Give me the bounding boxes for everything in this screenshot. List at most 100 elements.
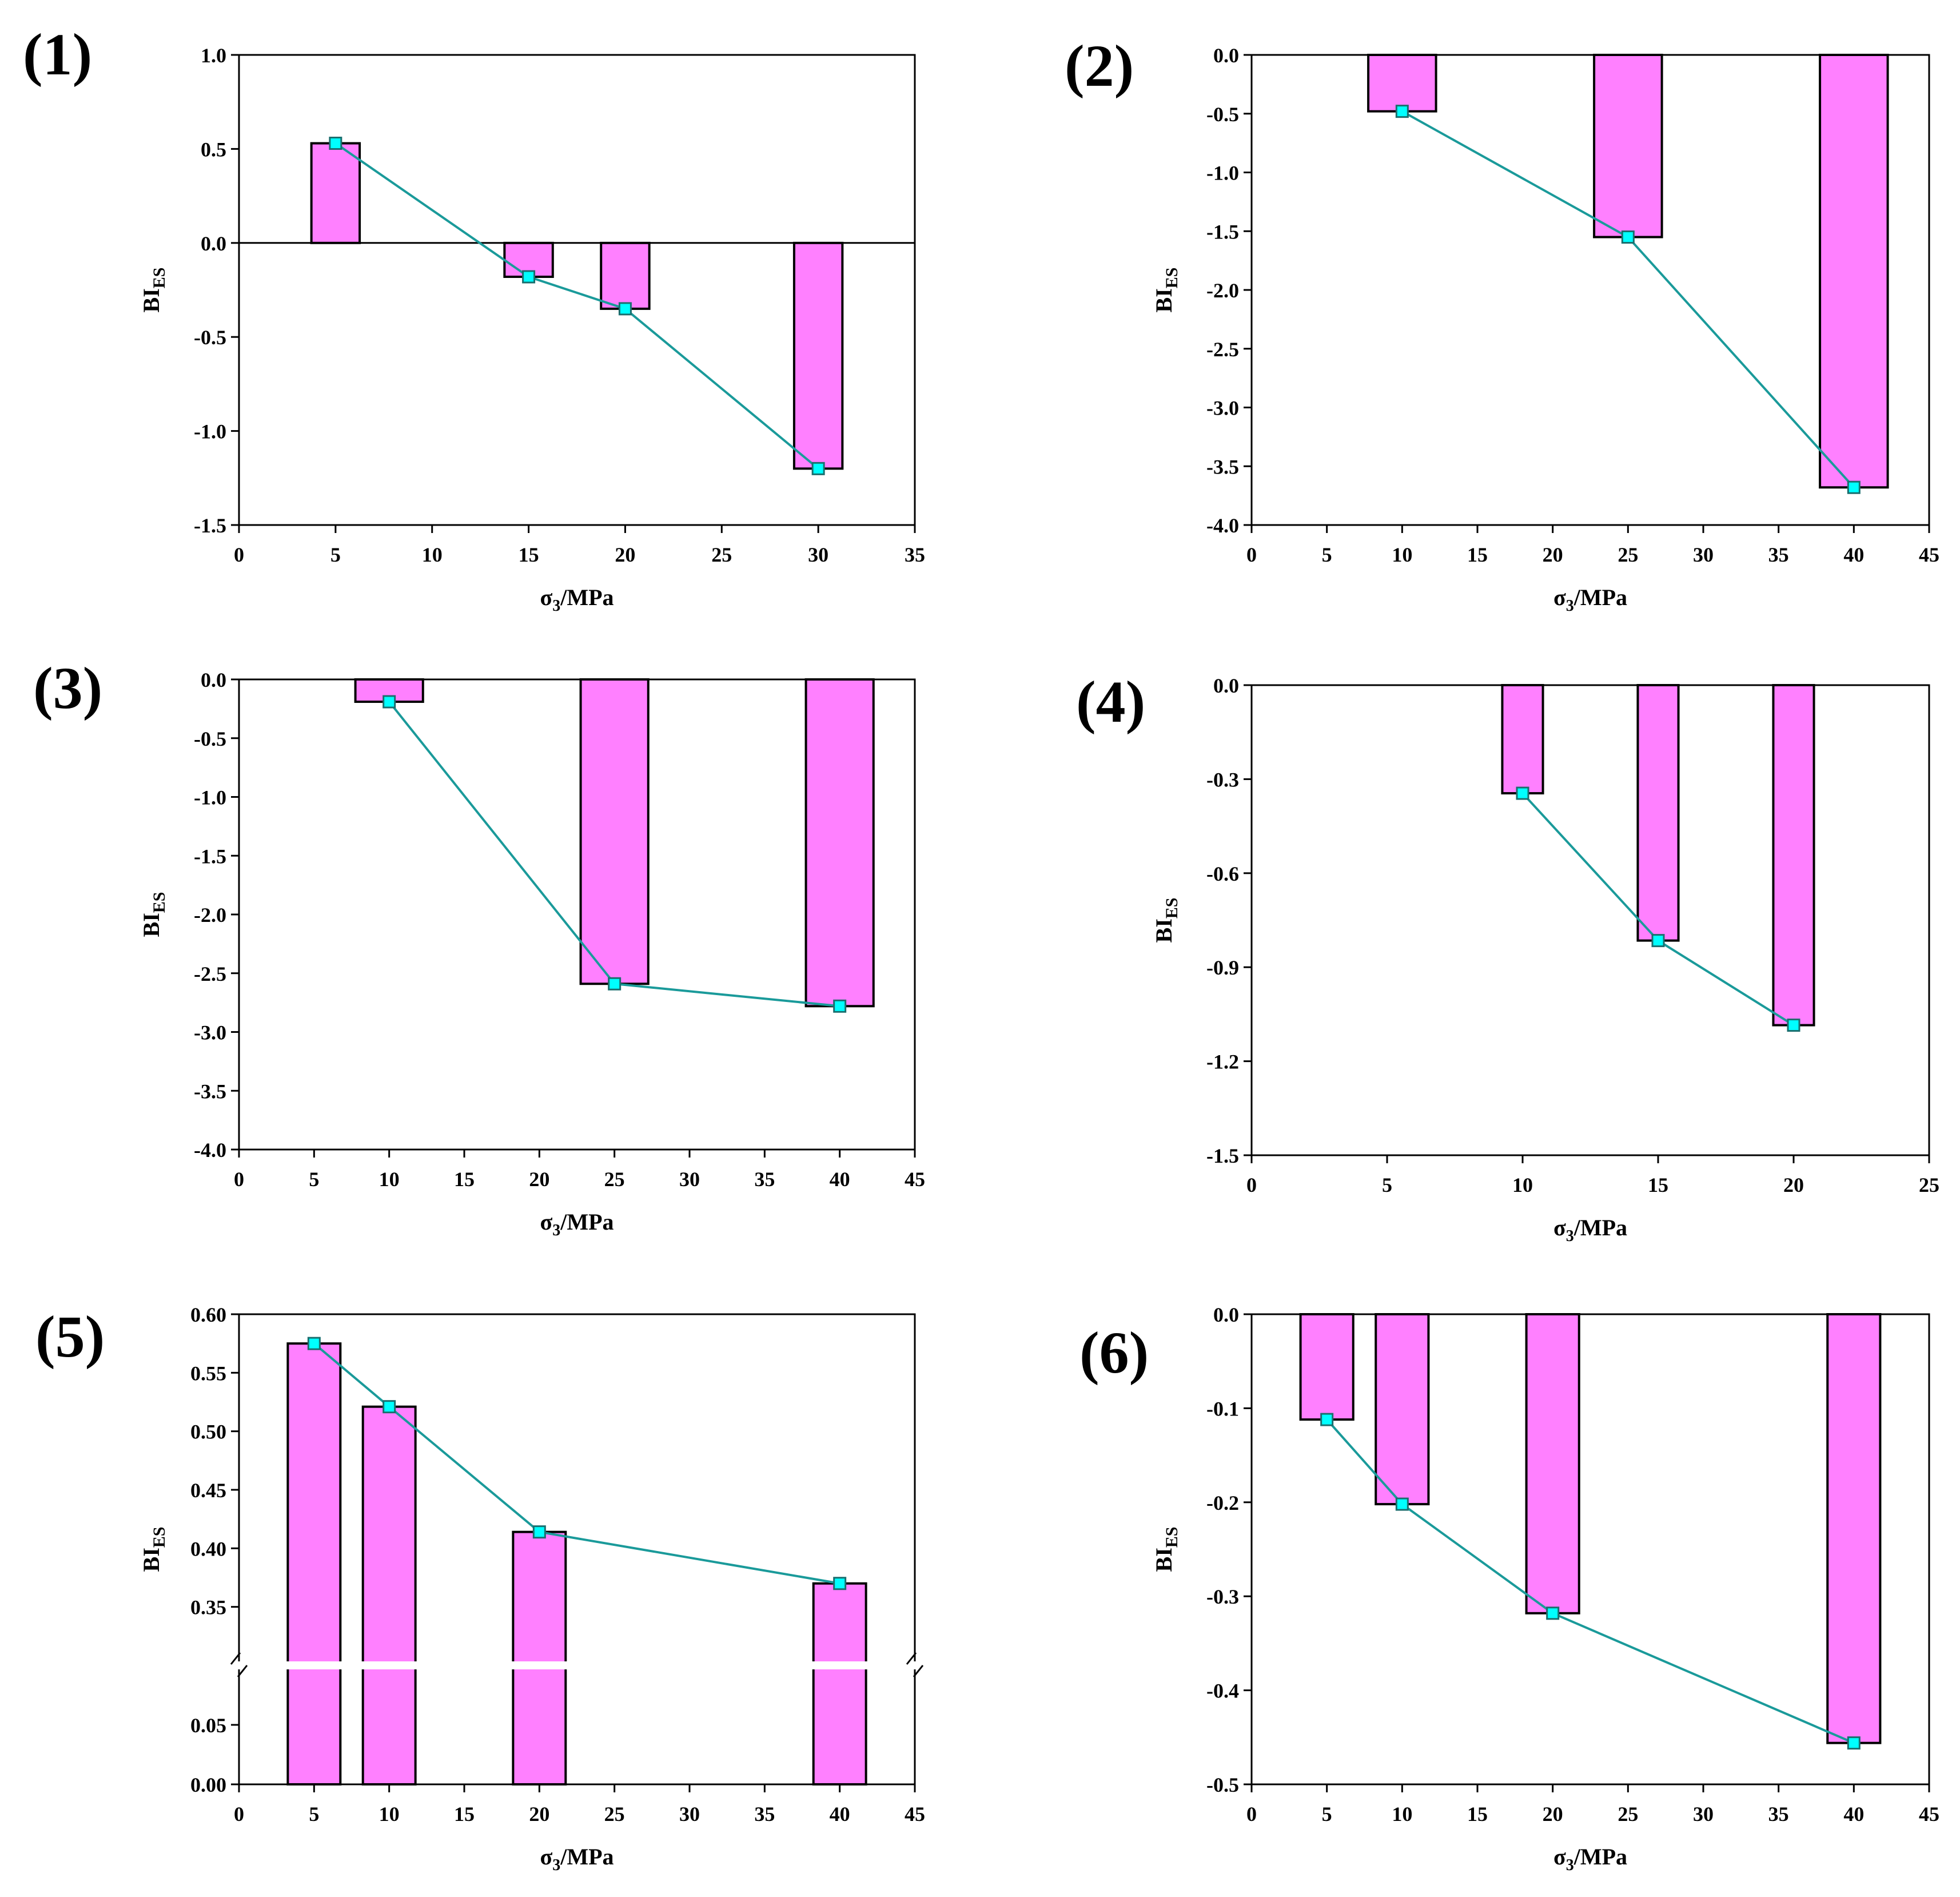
data-point (1621, 230, 1635, 244)
y-axis-label: BIES (1151, 268, 1181, 313)
x-tick-label: 35 (905, 543, 925, 566)
x-tick-label: 15 (519, 543, 539, 566)
x-axis-label: σ3/MPa (540, 1209, 614, 1239)
y-tick-label: -0.3 (1206, 1585, 1239, 1608)
y-tick-label: 0.40 (190, 1537, 226, 1560)
x-tick-label: 20 (529, 1803, 549, 1826)
x-tick-label: 0 (234, 1168, 244, 1191)
axis-break-gap (237, 1661, 917, 1669)
y-tick-label: -0.2 (1206, 1492, 1239, 1514)
y-tick-label: -1.2 (1206, 1051, 1239, 1073)
panel-label: (4) (1076, 669, 1145, 735)
y-tick-label: -0.3 (1206, 768, 1239, 791)
x-tick-label: 25 (1919, 1174, 1939, 1196)
y-tick-label: 0.0 (1213, 44, 1239, 67)
x-tick-label: 25 (1618, 1803, 1638, 1826)
x-tick-label: 5 (1322, 1803, 1332, 1826)
panel-label: (2) (1065, 33, 1134, 99)
x-axis-label: σ3/MPa (1553, 1215, 1627, 1245)
x-axis-label: σ3/MPa (1553, 584, 1627, 615)
y-tick-label: 0.05 (190, 1714, 226, 1737)
x-tick-label: 10 (1512, 1174, 1533, 1196)
y-axis-label: BIES (138, 268, 169, 313)
x-tick-label: 15 (454, 1168, 475, 1191)
y-tick-label: -0.5 (194, 326, 226, 349)
y-tick-label: -0.6 (1206, 862, 1239, 885)
x-tick-label: 35 (754, 1803, 775, 1826)
x-tick-label: 25 (711, 543, 732, 566)
x-tick-label: 15 (454, 1803, 475, 1826)
x-axis-label: σ3/MPa (1553, 1844, 1627, 1874)
data-point (811, 462, 825, 475)
y-tick-label: -0.5 (194, 727, 226, 750)
y-tick-label: 0.35 (190, 1596, 226, 1619)
data-point (608, 977, 622, 991)
data-point (532, 1525, 546, 1539)
y-tick-label: 0.60 (190, 1303, 226, 1326)
data-point (1516, 786, 1529, 800)
series-line (313, 1342, 840, 1585)
panel-label: (3) (33, 655, 102, 721)
x-tick-label: 45 (905, 1168, 925, 1191)
data-point (618, 302, 632, 316)
x-tick-label: 5 (1322, 543, 1332, 566)
x-tick-label: 30 (808, 543, 828, 566)
x-tick-label: 45 (1919, 1803, 1939, 1826)
bar (512, 1530, 567, 1785)
plot-frame (238, 54, 916, 526)
data-point (1651, 934, 1665, 948)
x-tick-label: 15 (1648, 1174, 1668, 1196)
bar (503, 241, 554, 278)
x-tick-label: 25 (1618, 543, 1638, 566)
x-tick-label: 10 (379, 1168, 400, 1191)
bar (1525, 1313, 1580, 1614)
y-tick-label: -1.5 (194, 845, 226, 868)
x-tick-label: 10 (379, 1803, 400, 1826)
x-tick-label: 30 (679, 1803, 700, 1826)
chart-panel-1: -1.5 -1.0 -0.5 0.0 0.5 1.0 0 5 10 15 20 25 30 35 (1) σ3… (23, 22, 925, 615)
bar (812, 1582, 867, 1786)
y-axis-label: BIES (1151, 1527, 1181, 1572)
x-tick-label: 5 (309, 1803, 319, 1826)
x-tick-label: 30 (1693, 543, 1714, 566)
x-tick-label: 20 (615, 543, 635, 566)
x-tick-label: 45 (905, 1803, 925, 1826)
y-tick-label: 1.0 (201, 44, 226, 67)
bar (1367, 54, 1437, 113)
y-tick-label: 0.00 (190, 1773, 226, 1796)
bar (1819, 54, 1889, 489)
chart-panel-5: 0.00 0.05 0.35 0.40 0.45 0.50 0.55 0.60 0 5 10 15 20… (35, 1303, 925, 1874)
bar (310, 142, 361, 244)
x-tick-label: 35 (1768, 543, 1789, 566)
axis-break-mark (906, 1652, 917, 1665)
data-point (1395, 1497, 1409, 1511)
y-tick-label: -0.9 (1206, 956, 1239, 979)
y-tick-label: 0.5 (201, 138, 226, 161)
data-point (1320, 1413, 1334, 1426)
data-point (522, 270, 536, 284)
bar (792, 241, 844, 470)
x-tick-label: 35 (754, 1168, 775, 1191)
data-point (383, 1400, 396, 1414)
bar (804, 678, 875, 1008)
y-tick-label: 0.45 (190, 1479, 226, 1502)
y-tick-label: -0.5 (1206, 103, 1239, 126)
data-point (1546, 1606, 1560, 1620)
x-tick-label: 15 (1467, 1803, 1488, 1826)
bar (1636, 684, 1680, 942)
x-tick-label: 20 (1543, 1803, 1563, 1826)
plot-frame (1250, 684, 1930, 1156)
y-tick-label: -4.0 (194, 1139, 226, 1162)
y-tick-label: -1.5 (1206, 220, 1239, 243)
data-point (1395, 105, 1409, 118)
panel-label: (5) (35, 1304, 105, 1370)
bar (1593, 54, 1663, 238)
x-tick-label: 10 (1392, 543, 1412, 566)
y-tick-label: 0.55 (190, 1362, 226, 1385)
y-tick-label: -0.1 (1206, 1397, 1239, 1420)
y-tick-label: -1.5 (1206, 1144, 1239, 1167)
data-point (1847, 480, 1861, 494)
x-axis-label: σ3/MPa (540, 1844, 614, 1874)
y-tick-label: 0.50 (190, 1421, 226, 1443)
